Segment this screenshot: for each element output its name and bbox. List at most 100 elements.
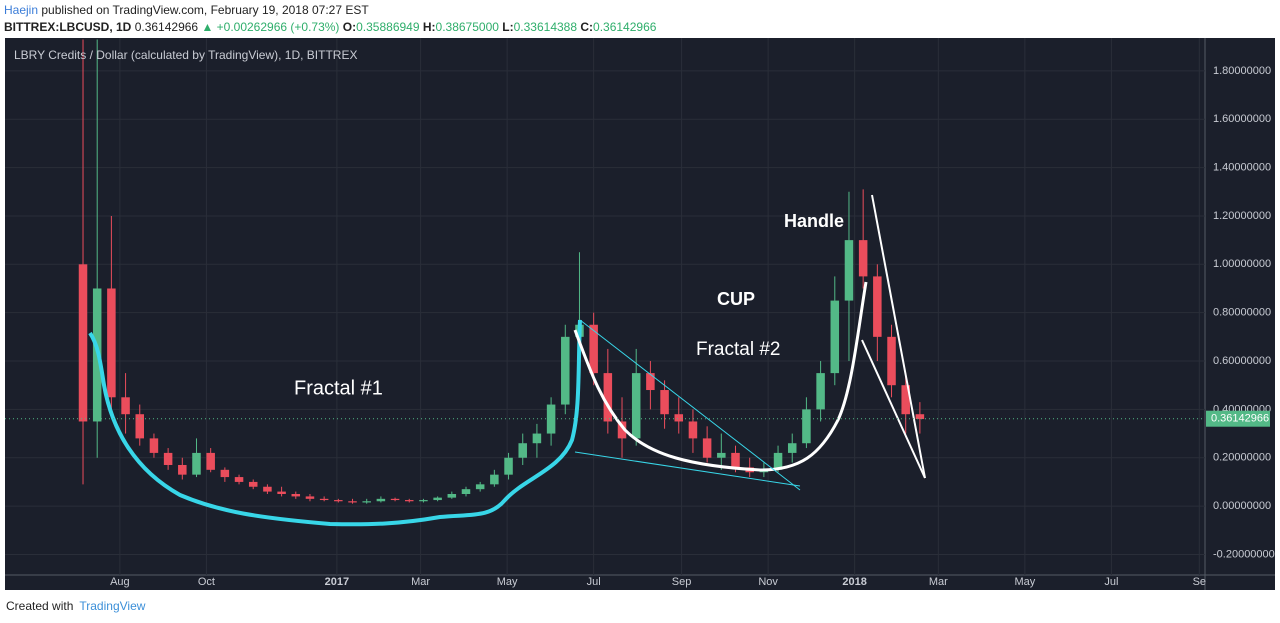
o-label: O: bbox=[342, 20, 357, 34]
y-tick-label: 1.00000000 bbox=[1213, 258, 1271, 270]
x-tick-label: Aug bbox=[110, 576, 130, 588]
candle-body bbox=[490, 474, 499, 485]
candle-body bbox=[348, 501, 357, 503]
candle-body bbox=[688, 421, 698, 439]
footer: Created with TradingView bbox=[6, 599, 145, 613]
author[interactable]: Haejin bbox=[4, 3, 39, 17]
candle-body bbox=[319, 498, 329, 501]
high: 0.38675000 bbox=[435, 20, 499, 34]
white-cup-curve bbox=[573, 281, 868, 472]
candle-body bbox=[887, 336, 896, 386]
candle-body bbox=[717, 452, 726, 458]
l-label: L: bbox=[502, 20, 514, 34]
chart-background bbox=[5, 38, 1275, 590]
drawings bbox=[88, 194, 926, 527]
candle-body bbox=[731, 452, 740, 468]
chart: LBRY Credits / Dollar (calculated by Tra… bbox=[5, 38, 1275, 590]
candle-body bbox=[248, 481, 258, 487]
x-tick-label: Oct bbox=[198, 576, 215, 588]
handle-line bbox=[861, 339, 926, 479]
y-tick-label: 0.80000000 bbox=[1213, 307, 1271, 319]
cyan-cup-curve bbox=[88, 319, 582, 527]
x-tick-label: Jul bbox=[1104, 576, 1118, 588]
candle-body bbox=[192, 452, 201, 475]
series-legend: LBRY Credits / Dollar (calculated by Tra… bbox=[14, 48, 357, 62]
candle-body bbox=[206, 452, 215, 470]
candle-body bbox=[915, 414, 925, 420]
candle-body bbox=[362, 501, 371, 503]
publish-line: Haejin published on TradingView.com, Feb… bbox=[4, 2, 656, 19]
candle-body bbox=[135, 414, 145, 439]
x-tick-label: 2017 bbox=[325, 576, 349, 588]
header: Haejin published on TradingView.com, Feb… bbox=[4, 2, 656, 36]
candle-body bbox=[603, 373, 613, 422]
candle-body bbox=[447, 494, 457, 498]
y-tick-label: 1.80000000 bbox=[1213, 65, 1271, 77]
x-tick-label: Jul bbox=[587, 576, 601, 588]
candle-body bbox=[561, 336, 570, 405]
candle-body bbox=[263, 486, 272, 492]
x-tick-label: 2018 bbox=[842, 576, 866, 588]
h-label: H: bbox=[422, 20, 436, 34]
candle-body bbox=[816, 373, 825, 410]
candle-body bbox=[617, 421, 627, 439]
candle-body bbox=[277, 491, 286, 495]
candle-body bbox=[234, 477, 244, 482]
candle-body bbox=[475, 484, 485, 490]
x-tick-label: Sep bbox=[672, 576, 692, 588]
handle-line bbox=[871, 194, 926, 479]
quote-line: BITTREX:LBCUSD, 1D 0.36142966 ▲ +0.00262… bbox=[4, 19, 656, 36]
candle-body bbox=[291, 494, 301, 497]
candle-body bbox=[305, 496, 315, 499]
candle-body bbox=[518, 443, 527, 458]
low: 0.33614388 bbox=[513, 20, 578, 34]
open: 0.35886949 bbox=[356, 20, 420, 34]
candle-body bbox=[163, 452, 173, 465]
candle-body bbox=[433, 497, 442, 501]
axes: -0.200000000.000000000.200000000.4000000… bbox=[5, 65, 1275, 588]
candle-body bbox=[546, 404, 556, 434]
y-tick-label: 1.20000000 bbox=[1213, 210, 1271, 222]
y-tick-label: 1.60000000 bbox=[1213, 113, 1271, 125]
candle-body bbox=[873, 276, 882, 337]
y-tick-label: 0.20000000 bbox=[1213, 452, 1271, 464]
candles bbox=[78, 39, 925, 504]
candle-body bbox=[844, 240, 854, 301]
trend-line bbox=[579, 319, 801, 491]
candle-body bbox=[702, 438, 712, 458]
candle-body bbox=[787, 443, 797, 453]
trend-line bbox=[574, 451, 801, 487]
candle-body bbox=[78, 264, 88, 422]
annotation: Fractal #1 bbox=[294, 377, 383, 399]
y-tick-label: -0.20000000 bbox=[1213, 548, 1275, 560]
candle-body bbox=[802, 409, 811, 444]
x-tick-label: Mar bbox=[929, 576, 948, 588]
candle-body bbox=[830, 300, 840, 374]
candle-body bbox=[858, 240, 868, 277]
candle-body bbox=[674, 414, 684, 422]
annotation: CUP bbox=[717, 289, 755, 309]
candle-body bbox=[504, 457, 513, 475]
x-tick-label: Se bbox=[1193, 576, 1206, 588]
candle-body bbox=[121, 397, 130, 415]
candle-body bbox=[646, 373, 655, 391]
brand[interactable]: TradingView bbox=[79, 599, 146, 613]
c-label: C: bbox=[580, 20, 594, 34]
candle-body bbox=[631, 373, 641, 439]
last-price-label: 0.36142966 bbox=[1211, 413, 1269, 425]
candle-body bbox=[532, 433, 542, 444]
annotation: Fractal #2 bbox=[696, 339, 780, 360]
created-with: Created with bbox=[6, 599, 74, 613]
publish-info: published on TradingView.com, February 1… bbox=[41, 3, 369, 17]
y-tick-label: 1.40000000 bbox=[1213, 162, 1271, 174]
annotation: Handle bbox=[784, 211, 844, 231]
candle-body bbox=[376, 498, 386, 502]
candle-body bbox=[660, 390, 669, 415]
candle-body bbox=[107, 288, 116, 398]
last: 0.36142966 bbox=[134, 20, 199, 34]
candle-body bbox=[220, 469, 230, 478]
candle-body bbox=[405, 500, 414, 502]
y-tick-label: 0.60000000 bbox=[1213, 355, 1271, 367]
candle-body bbox=[334, 500, 343, 502]
